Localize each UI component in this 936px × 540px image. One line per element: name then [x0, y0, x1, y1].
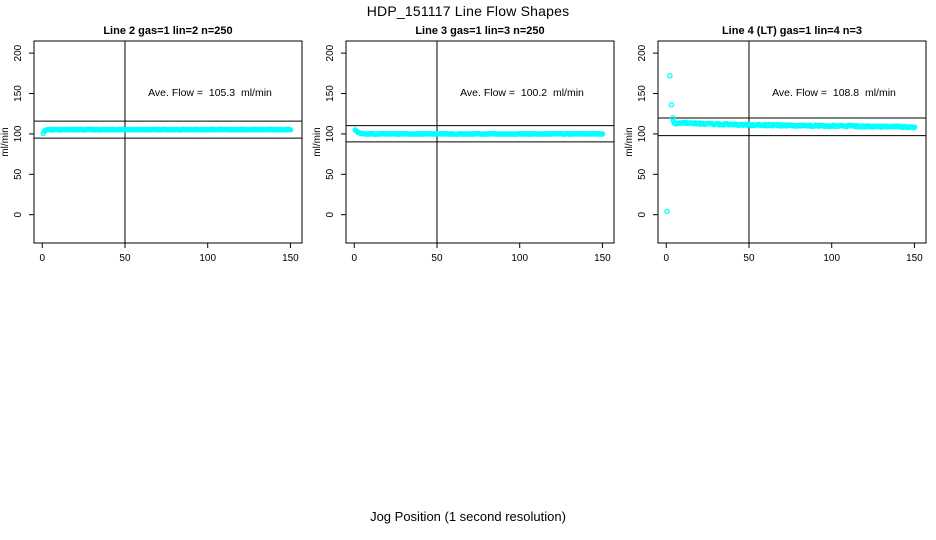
panel-title: Line 3 gas=1 lin=3 n=250 [415, 25, 545, 37]
y-axis-title: ml/min [0, 127, 11, 156]
x-tick-label: 0 [39, 253, 45, 264]
x-tick-label: 100 [511, 253, 528, 264]
x-tick-label: 50 [431, 253, 443, 264]
y-tick-label: 100 [325, 125, 336, 142]
figure-title: HDP_151117 Line Flow Shapes [366, 3, 570, 19]
x-tick-label: 100 [199, 253, 216, 264]
y-tick-label: 50 [13, 168, 24, 180]
panel-line-4: Line 4 (LT) gas=1 lin=4 n=3 0 50 100 150 0 50… [624, 20, 936, 270]
flow-data-point [287, 126, 294, 133]
flow-data-point [670, 115, 676, 121]
x-tick-label: 150 [906, 253, 923, 264]
y-tick-label: 200 [13, 44, 24, 61]
x-tick-label: 150 [282, 253, 299, 264]
y-tick-label: 150 [13, 85, 24, 102]
y-tick-label: 200 [325, 44, 336, 61]
x-tick-label: 0 [663, 253, 669, 264]
ave-flow-annotation: Ave. Flow = 108.8 ml/min [772, 87, 896, 99]
y-tick-label: 150 [325, 85, 336, 102]
panel-line-2: Line 2 gas=1 lin=2 n=250 0 50 100 150 0 50 100… [0, 20, 312, 270]
ave-flow-annotation: Ave. Flow = 100.2 ml/min [460, 87, 584, 99]
plot-box [657, 40, 927, 244]
x-tick-label: 50 [743, 253, 755, 264]
panel-line-3: Line 3 gas=1 lin=3 n=250 0 50 100 150 0 50 100… [312, 20, 624, 270]
flow-data-point [664, 208, 670, 215]
y-tick-label: 50 [637, 168, 648, 180]
flow-data-point [667, 72, 673, 79]
panel-plot: 0 50 100 150 0 50 100 150 200 ml/min [0, 40, 303, 264]
x-tick-label: 0 [351, 253, 357, 264]
y-tick-label: 0 [637, 212, 648, 218]
y-tick-label: 50 [325, 168, 336, 180]
y-tick-label: 150 [637, 85, 648, 102]
flow-data-point [599, 131, 606, 137]
y-axis-title: ml/min [624, 127, 635, 156]
plot-box [345, 40, 615, 244]
x-axis-label: Jog Position (1 second resolution) [370, 509, 566, 524]
panels-row: Line 2 gas=1 lin=2 n=250 0 50 100 150 0 50 100… [0, 20, 936, 270]
y-axis-title: ml/min [312, 127, 323, 156]
panel-plot: 0 50 100 150 0 50 100 150 200 ml/min [624, 40, 927, 264]
y-tick-label: 200 [637, 44, 648, 61]
y-tick-label: 0 [13, 212, 24, 218]
y-tick-label: 0 [325, 212, 336, 218]
panel-title: Line 2 gas=1 lin=2 n=250 [103, 25, 233, 37]
panel-title: Line 4 (LT) gas=1 lin=4 n=3 [721, 25, 863, 37]
y-tick-label: 100 [637, 125, 648, 142]
flow-data-point [668, 102, 675, 108]
y-tick-label: 100 [13, 125, 24, 142]
x-tick-label: 50 [119, 253, 131, 264]
x-tick-label: 150 [594, 253, 611, 264]
ave-flow-annotation: Ave. Flow = 105.3 ml/min [148, 87, 272, 99]
flow-data-point [911, 124, 918, 130]
panel-plot: 0 50 100 150 0 50 100 150 200 ml/min [312, 40, 615, 264]
plot-box [33, 40, 303, 244]
x-tick-label: 100 [823, 253, 840, 264]
